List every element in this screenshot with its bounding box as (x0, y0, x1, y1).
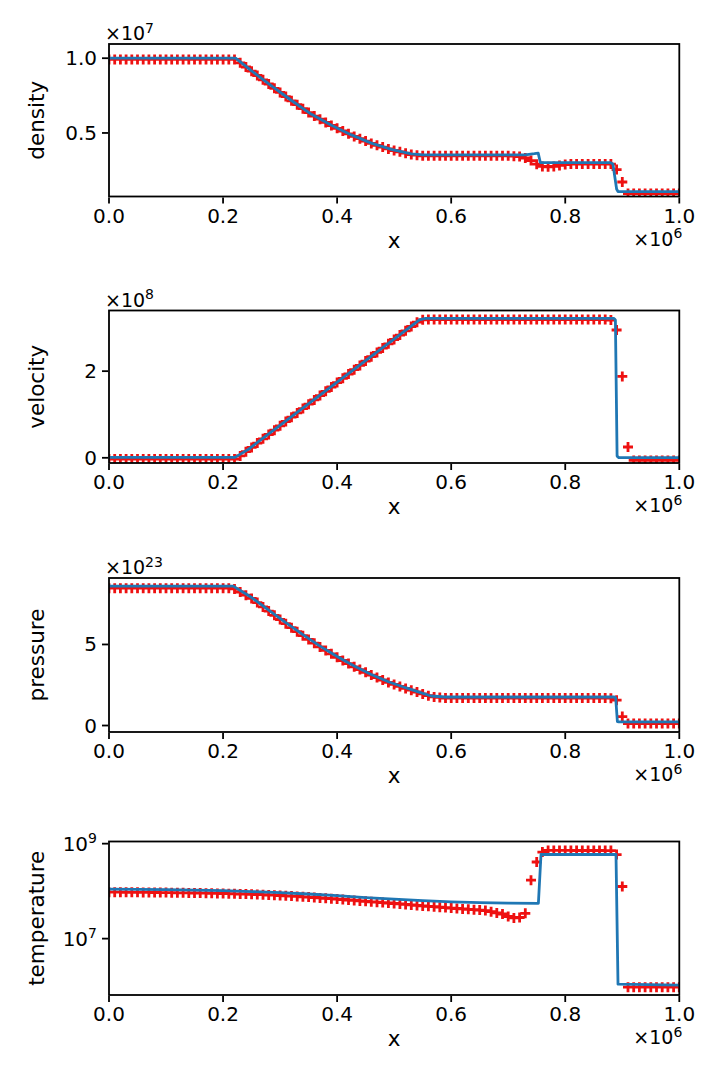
y-tick-label: 5 (84, 632, 97, 656)
x-tick-label: 1.0 (663, 470, 695, 494)
xlabel-velocity: x (388, 494, 401, 519)
x-tick-label: 1.0 (663, 739, 695, 763)
y-tick-label: 1.0 (65, 46, 97, 70)
ylabel-velocity: velocity (24, 344, 49, 428)
xlabel-pressure: x (388, 763, 401, 788)
x-tick-label: 0.6 (435, 1002, 467, 1026)
x-tick-label: 0.6 (435, 470, 467, 494)
y-tick-label: 0 (84, 714, 97, 738)
xlabel-temperature: x (388, 1026, 401, 1051)
x-tick-label: 0.4 (321, 1002, 353, 1026)
y-tick-label: 2 (84, 359, 97, 383)
xlabel-density: x (388, 228, 401, 253)
ylabel-temperature: temperature (24, 851, 49, 986)
x-tick-label: 0.0 (93, 470, 125, 494)
x-tick-label: 0.6 (435, 739, 467, 763)
x-tick-label: 0.0 (93, 739, 125, 763)
shock-tube-figure: 0.00.20.40.60.81.00.51.0densityx×106×107… (0, 0, 720, 1080)
x-tick-label: 0.4 (321, 470, 353, 494)
x-tick-label: 0.8 (549, 739, 581, 763)
y-tick-label: 0.5 (65, 121, 97, 145)
x-tick-label: 0.4 (321, 204, 353, 228)
x-tick-label: 0.2 (207, 204, 239, 228)
x-tick-label: 0.8 (549, 204, 581, 228)
x-tick-label: 0.0 (93, 204, 125, 228)
x-tick-label: 0.8 (549, 1002, 581, 1026)
x-tick-label: 1.0 (663, 1002, 695, 1026)
x-tick-label: 0.6 (435, 204, 467, 228)
x-tick-label: 0.2 (207, 470, 239, 494)
ylabel-density: density (24, 81, 49, 160)
x-tick-label: 0.8 (549, 470, 581, 494)
x-tick-label: 0.2 (207, 1002, 239, 1026)
x-tick-label: 0.0 (93, 1002, 125, 1026)
x-tick-label: 1.0 (663, 204, 695, 228)
y-tick-label: 0 (84, 446, 97, 470)
x-tick-label: 0.2 (207, 739, 239, 763)
ylabel-pressure: pressure (24, 609, 49, 702)
figure: 0.00.20.40.60.81.00.51.0densityx×106×107… (0, 0, 720, 1080)
x-tick-label: 0.4 (321, 739, 353, 763)
